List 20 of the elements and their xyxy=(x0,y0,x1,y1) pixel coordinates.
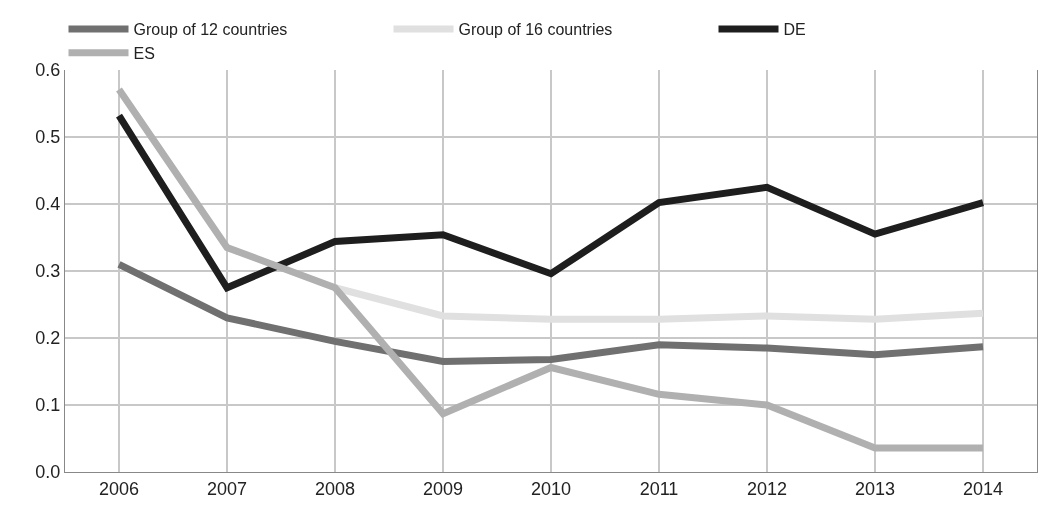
x-tick-label: 2008 xyxy=(314,478,356,499)
x-tick-label: 2012 xyxy=(746,478,788,499)
x-tick-label: 2006 xyxy=(98,478,140,499)
y-tick-label: 0.0 xyxy=(35,462,61,483)
x-tick-label: 2009 xyxy=(422,478,464,499)
y-tick-label: 0.3 xyxy=(35,261,61,282)
y-tick-label: 0.2 xyxy=(35,328,61,349)
legend-label: Group of 16 countries xyxy=(458,21,613,39)
x-tick-label: 2011 xyxy=(639,478,679,499)
legend-label: Group of 12 countries xyxy=(133,21,288,39)
x-tick-label: 2007 xyxy=(206,478,248,499)
legend-label: ES xyxy=(133,44,155,62)
y-tick-label: 0.5 xyxy=(35,127,61,148)
x-tick-label: 2013 xyxy=(854,478,896,499)
y-tick-label: 0.4 xyxy=(35,194,61,215)
x-tick-label: 2014 xyxy=(962,478,1004,499)
x-tick-label: 2010 xyxy=(530,478,572,499)
y-tick-label: 0.6 xyxy=(35,60,61,81)
legend-label: DE xyxy=(783,21,806,39)
y-tick-label: 0.1 xyxy=(35,395,61,416)
